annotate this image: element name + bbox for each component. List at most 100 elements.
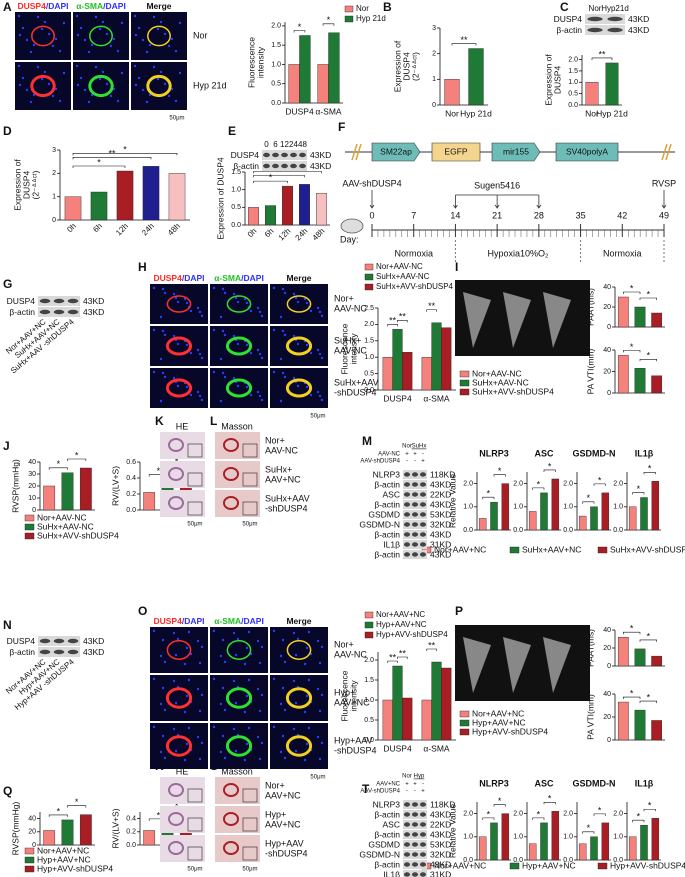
blot-band: [419, 522, 427, 527]
nucleus: [316, 687, 320, 691]
nucleus: [47, 82, 51, 86]
x-tick-label: DUSP4: [383, 393, 412, 403]
stain-title: Masson: [221, 421, 253, 431]
column-header-part: DUSP4: [153, 616, 182, 626]
nucleus: [109, 44, 113, 48]
bar: [490, 501, 498, 531]
y-axis-label: Relative Value: [447, 474, 457, 528]
significance-bracket: [543, 801, 556, 805]
blot-size-label: 43KD: [83, 647, 104, 657]
inset: [187, 472, 203, 487]
blot-band: [53, 649, 65, 655]
panel-letter: I: [455, 260, 458, 274]
significance-bracket: [532, 487, 545, 490]
x-tick-label: DUSP4: [285, 106, 314, 116]
nucleus: [260, 693, 264, 697]
nucleus: [75, 14, 79, 18]
nucleus: [159, 654, 163, 658]
y-axis-label: RV/(LV+S): [110, 808, 120, 848]
nucleus: [212, 725, 216, 729]
nucleus: [98, 77, 102, 81]
backbone-break: [351, 143, 362, 161]
y-tick-label: 0.0: [271, 100, 281, 107]
nucleus: [245, 301, 249, 305]
nucleus: [51, 94, 55, 98]
bar: [617, 355, 629, 394]
vessel-stain: [166, 640, 192, 660]
column-header: α-SMA/DAPI: [214, 616, 264, 626]
row-label: -shDUSP4: [265, 503, 308, 513]
nucleus: [234, 701, 238, 705]
y-axis-label: Expression of DUSP4: [215, 157, 225, 239]
day-number: 7: [411, 210, 416, 220]
blot-size-label: 43KD: [430, 549, 451, 559]
nucleus: [51, 44, 55, 48]
bar: [282, 185, 293, 226]
vessel: [223, 467, 239, 481]
column-header-part: /DAPI: [241, 273, 264, 283]
nucleus: [318, 709, 322, 713]
vessel-stain: [147, 25, 171, 47]
nucleus: [243, 710, 247, 714]
y-axis-label: RV/(LV+S): [110, 466, 120, 506]
nucleus: [134, 83, 138, 87]
y-axis-label: RVSP(mmHg): [10, 801, 20, 855]
legend-label: Nor+AAV-NC: [472, 368, 522, 378]
column-header-part: /DAPI: [182, 616, 205, 626]
row-label: AAV-NC: [334, 303, 367, 313]
chart-title: NLRP3: [479, 448, 509, 458]
blot-band: [67, 298, 79, 304]
y-tick-label: 40: [603, 691, 611, 698]
blot-band: [411, 842, 419, 847]
blot-band: [53, 638, 65, 644]
y-axis-label: DUSP4: [401, 52, 411, 81]
column-header-part: /DAPI: [103, 1, 126, 11]
bar: [143, 492, 156, 511]
nucleus: [200, 356, 204, 360]
nucleus: [309, 351, 313, 355]
micrograph: [73, 62, 129, 110]
y-tick-label: 20: [603, 714, 611, 721]
nucleus: [305, 301, 309, 305]
y-tick-label: 0.0: [364, 387, 374, 394]
significance-label: *: [630, 342, 634, 352]
nucleus: [183, 758, 187, 762]
blot-band: [411, 852, 419, 857]
nucleus: [172, 376, 176, 380]
doppler-trace: [463, 637, 491, 693]
day-number: 28: [534, 210, 544, 220]
blot-row-label: DUSP4: [231, 150, 260, 160]
nucleus: [87, 50, 91, 54]
blot-size-label: 118KD: [430, 799, 455, 809]
nucleus: [292, 376, 296, 380]
y-tick-label: 1.0: [231, 187, 241, 194]
bar: [299, 184, 310, 226]
bar: [651, 818, 660, 861]
group-label: SuHx: [412, 444, 427, 450]
micrograph: [210, 723, 268, 769]
day-label: Day:: [340, 234, 359, 244]
micrograph: [270, 326, 328, 366]
blot-band: [607, 16, 623, 22]
significance-bracket: [72, 157, 152, 160]
significance-label: *: [487, 489, 491, 499]
x-tick-label: Nor: [445, 108, 459, 118]
micrograph: [131, 62, 187, 110]
nucleus: [161, 638, 165, 642]
blot-band: [53, 309, 65, 315]
significance-label: *: [57, 806, 61, 816]
x-tick-label: α-SMA: [315, 106, 341, 116]
lane-label: Nor: [589, 4, 602, 13]
column-header-part: /DAPI: [46, 1, 69, 11]
micrograph: [270, 675, 328, 721]
nucleus: [196, 687, 200, 691]
nucleus: [212, 328, 216, 332]
y-tick-label: 0: [607, 390, 611, 397]
blot-band: [419, 502, 427, 507]
nucleus: [305, 742, 309, 746]
vessel-stain: [285, 336, 313, 356]
blot-band: [411, 512, 419, 517]
significance-label: *: [498, 466, 502, 476]
nucleus: [76, 33, 80, 37]
x-tick-label: α-SMA: [423, 393, 449, 403]
